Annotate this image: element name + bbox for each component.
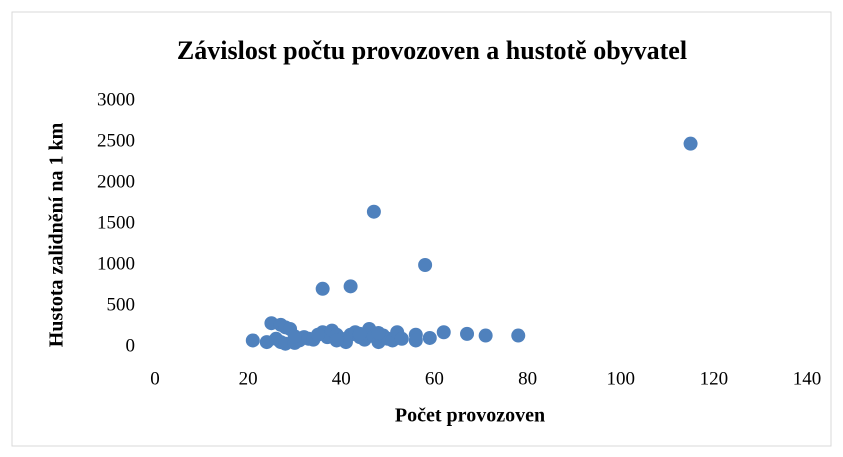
point	[371, 326, 386, 341]
point	[287, 329, 302, 344]
point	[315, 281, 330, 296]
x-axis-label: Počet provozoven	[395, 405, 545, 427]
point	[245, 333, 260, 348]
point	[394, 331, 409, 346]
point	[329, 333, 344, 348]
point	[352, 326, 367, 341]
x-tick-label: 20	[239, 368, 258, 389]
y-axis-label: Hustota zalidnění na 1 km	[46, 122, 68, 347]
y-tick-label: 2000	[97, 171, 135, 192]
point	[418, 258, 433, 272]
y-tick-label: 0	[126, 335, 136, 356]
point	[343, 279, 358, 294]
point	[422, 330, 437, 345]
y-tick-label: 2500	[97, 130, 135, 151]
chart-title: Závislost počtu provozoven a hustotě oby…	[177, 36, 687, 65]
x-tick-label: 0	[150, 368, 160, 389]
x-tick-label: 80	[518, 368, 537, 389]
y-tick-label: 1500	[97, 212, 135, 233]
point	[478, 328, 493, 343]
x-tick-label: 60	[425, 368, 444, 389]
point	[460, 326, 475, 341]
y-tick-label: 500	[107, 294, 136, 315]
point	[511, 328, 526, 343]
point	[683, 136, 698, 151]
point	[408, 333, 423, 348]
point	[311, 327, 325, 342]
y-tick-label: 3000	[97, 89, 135, 110]
point	[436, 325, 451, 340]
point	[366, 204, 381, 219]
x-tick-label: 140	[793, 368, 822, 389]
chart-frame	[11, 11, 832, 447]
x-tick-label: 40	[332, 368, 351, 389]
y-tick-label: 1000	[97, 253, 135, 274]
x-tick-label: 100	[606, 368, 635, 389]
x-tick-label: 120	[700, 368, 729, 389]
